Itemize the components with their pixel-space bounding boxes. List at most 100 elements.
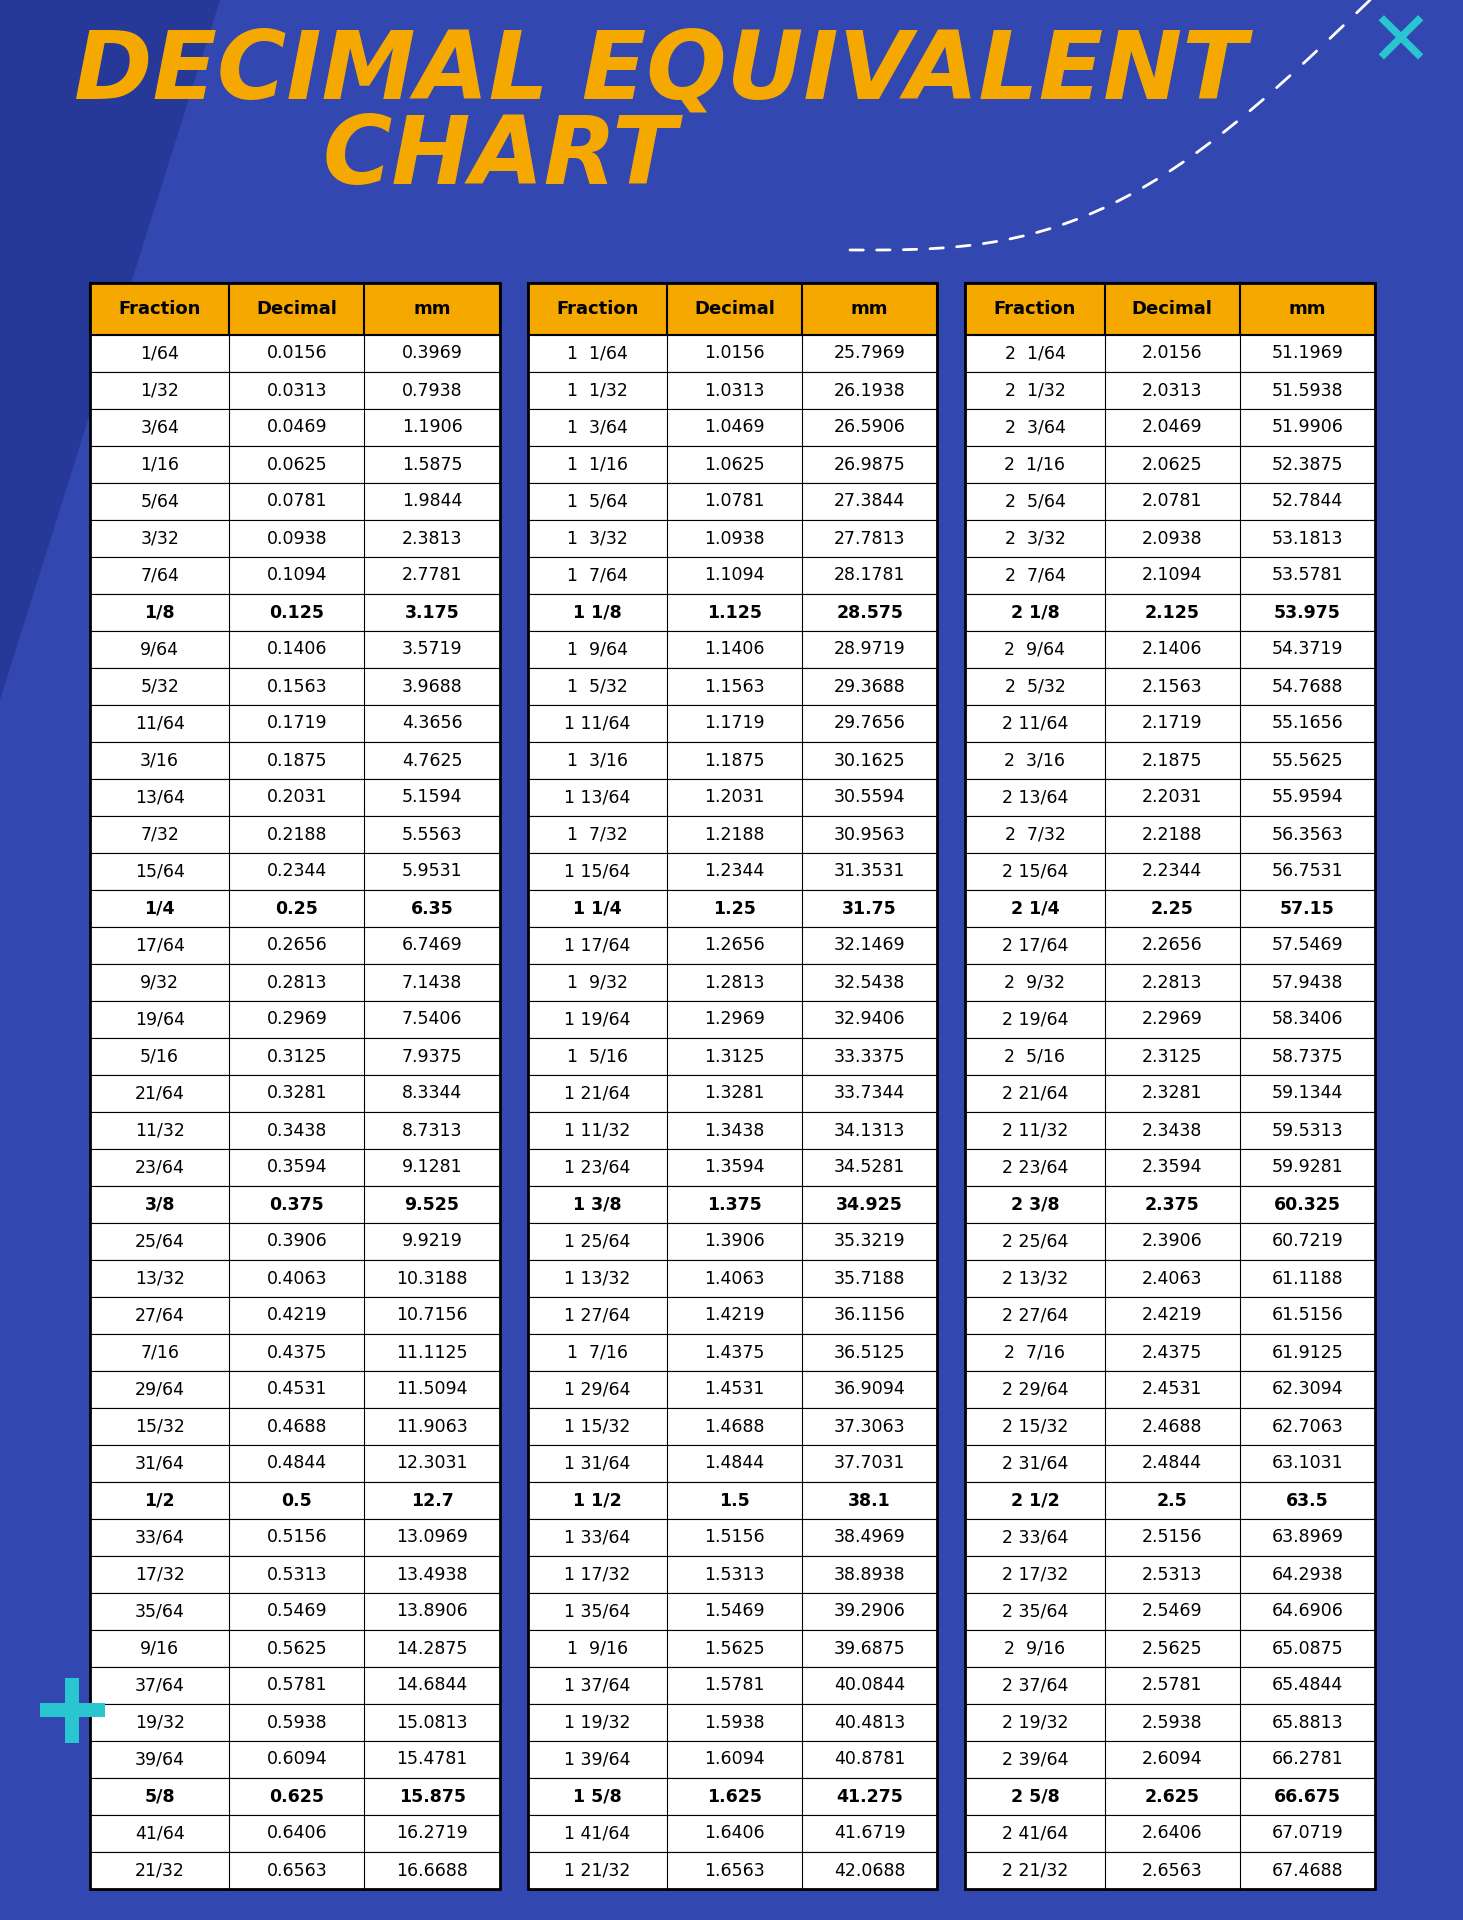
Text: 1  7/16: 1 7/16 [566, 1344, 628, 1361]
Text: 55.5625: 55.5625 [1271, 751, 1343, 770]
Text: 32.5438: 32.5438 [834, 973, 906, 991]
Text: 66.2781: 66.2781 [1271, 1751, 1343, 1768]
Bar [966, 1260, 1375, 1298]
Bar [528, 1555, 938, 1594]
Text: 36.5125: 36.5125 [834, 1344, 906, 1361]
Text: 2 37/64: 2 37/64 [1002, 1676, 1068, 1695]
Text: 2.3813: 2.3813 [402, 530, 462, 547]
Text: 0.2188: 0.2188 [266, 826, 328, 843]
Text: 1  9/64: 1 9/64 [566, 641, 628, 659]
Text: 51.5938: 51.5938 [1271, 382, 1343, 399]
Text: 0.6406: 0.6406 [266, 1824, 328, 1843]
Text: 0.3594: 0.3594 [266, 1158, 328, 1177]
Text: 28.1781: 28.1781 [834, 566, 906, 584]
Text: 61.9125: 61.9125 [1271, 1344, 1343, 1361]
Text: 39.6875: 39.6875 [834, 1640, 906, 1657]
Bar [91, 632, 500, 668]
Text: 1/8: 1/8 [145, 603, 176, 622]
Bar [966, 593, 1375, 632]
Bar [528, 1407, 938, 1446]
Text: 1.25: 1.25 [712, 899, 756, 918]
Text: 2.5938: 2.5938 [1143, 1713, 1203, 1732]
Text: 1 37/64: 1 37/64 [565, 1676, 631, 1695]
Text: 1 23/64: 1 23/64 [565, 1158, 631, 1177]
Text: 57.15: 57.15 [1280, 899, 1334, 918]
Text: 2.5156: 2.5156 [1143, 1528, 1203, 1546]
Text: 0.6563: 0.6563 [266, 1862, 328, 1880]
Text: 0.3969: 0.3969 [402, 344, 462, 363]
Bar [966, 1075, 1375, 1112]
Text: 10.3188: 10.3188 [396, 1269, 468, 1288]
Text: 1 17/64: 1 17/64 [565, 937, 631, 954]
Text: 2 21/64: 2 21/64 [1002, 1085, 1068, 1102]
Text: 35.3219: 35.3219 [834, 1233, 906, 1250]
Text: 0.0938: 0.0938 [266, 530, 328, 547]
Text: 12.7: 12.7 [411, 1492, 454, 1509]
Text: 14.6844: 14.6844 [396, 1676, 468, 1695]
Text: 0.375: 0.375 [269, 1196, 325, 1213]
Text: 2 1/8: 2 1/8 [1011, 603, 1059, 622]
Bar [91, 1446, 500, 1482]
Text: 66.675: 66.675 [1274, 1788, 1342, 1805]
Text: 1  1/32: 1 1/32 [566, 382, 628, 399]
Text: 9.9219: 9.9219 [402, 1233, 462, 1250]
Text: 1 19/64: 1 19/64 [565, 1010, 631, 1029]
Text: 1 11/32: 1 11/32 [565, 1121, 631, 1139]
Text: 0.0781: 0.0781 [266, 493, 328, 511]
Text: 2.2656: 2.2656 [1141, 937, 1203, 954]
Bar [528, 668, 938, 705]
Bar [91, 282, 500, 334]
Bar [64, 1678, 79, 1743]
Text: 2 39/64: 2 39/64 [1002, 1751, 1068, 1768]
Text: 1.5156: 1.5156 [704, 1528, 765, 1546]
Text: 33/64: 33/64 [135, 1528, 184, 1546]
Bar [966, 1814, 1375, 1853]
Text: 2.4844: 2.4844 [1143, 1455, 1203, 1473]
Text: 1.125: 1.125 [707, 603, 762, 622]
Text: 2 35/64: 2 35/64 [1002, 1603, 1068, 1620]
Text: 1  3/64: 1 3/64 [566, 419, 628, 436]
Bar [91, 705, 500, 741]
Bar [966, 741, 1375, 780]
Text: 63.1031: 63.1031 [1271, 1455, 1343, 1473]
Text: 0.4063: 0.4063 [266, 1269, 328, 1288]
Text: CHART: CHART [323, 111, 677, 204]
Text: 13.4938: 13.4938 [396, 1565, 468, 1584]
Text: 2.3906: 2.3906 [1141, 1233, 1203, 1250]
Text: 1.4688: 1.4688 [704, 1417, 765, 1436]
Text: 6.35: 6.35 [411, 899, 454, 918]
Text: 1 15/64: 1 15/64 [565, 862, 631, 881]
Bar [966, 852, 1375, 891]
Text: 25.7969: 25.7969 [834, 344, 906, 363]
Text: 29.7656: 29.7656 [834, 714, 906, 733]
Bar [40, 1703, 105, 1716]
Text: 2.6563: 2.6563 [1141, 1862, 1203, 1880]
Text: 2 15/64: 2 15/64 [1002, 862, 1068, 881]
Text: 16.2719: 16.2719 [396, 1824, 468, 1843]
Text: 37.3063: 37.3063 [834, 1417, 906, 1436]
Text: 2.0469: 2.0469 [1143, 419, 1203, 436]
Text: 2.1719: 2.1719 [1143, 714, 1203, 733]
Text: 30.5594: 30.5594 [834, 789, 906, 806]
Text: 41.275: 41.275 [837, 1788, 903, 1805]
Text: 1 19/32: 1 19/32 [565, 1713, 631, 1732]
Bar [91, 372, 500, 409]
Text: Decimal: Decimal [693, 300, 775, 319]
Text: 2.5: 2.5 [1157, 1492, 1188, 1509]
Text: 0.4688: 0.4688 [266, 1417, 328, 1436]
Bar [966, 334, 1375, 372]
Text: 15.4781: 15.4781 [396, 1751, 468, 1768]
Text: 2 15/32: 2 15/32 [1002, 1417, 1068, 1436]
Text: 1 5/8: 1 5/8 [573, 1788, 622, 1805]
Text: 27.7813: 27.7813 [834, 530, 906, 547]
Bar [966, 1667, 1375, 1705]
Text: 1 15/32: 1 15/32 [565, 1417, 631, 1436]
Text: 1.4219: 1.4219 [704, 1306, 765, 1325]
Bar [966, 409, 1375, 445]
Text: 0.0313: 0.0313 [266, 382, 328, 399]
Bar [528, 520, 938, 557]
Text: 19/64: 19/64 [135, 1010, 184, 1029]
Text: ✕: ✕ [1368, 8, 1432, 83]
Text: 29/64: 29/64 [135, 1380, 184, 1398]
Bar [91, 852, 500, 891]
